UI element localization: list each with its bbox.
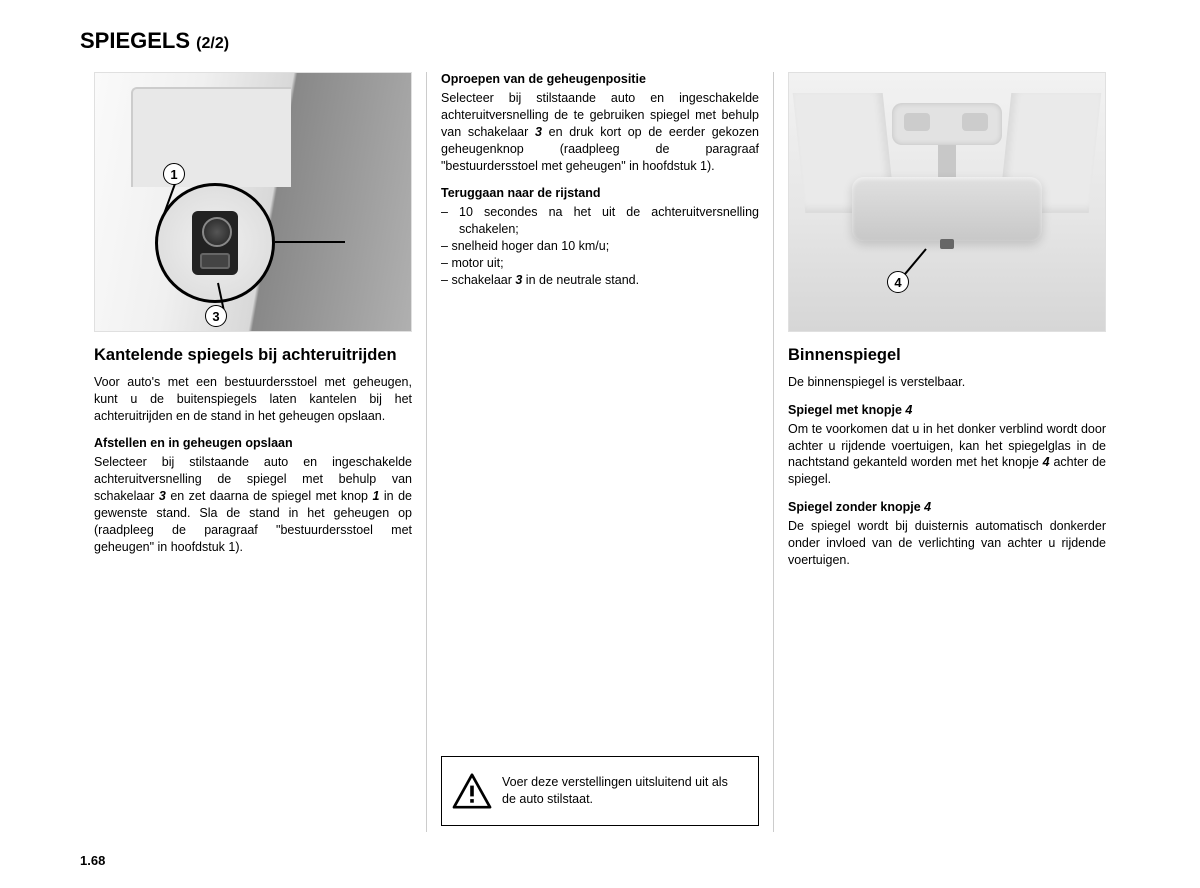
col2-li4: schakelaar 3 in de neutrale stand. xyxy=(441,272,759,289)
col3-sub1: Spiegel met knopje 4 xyxy=(788,403,1106,417)
col3-p1ref: 4 xyxy=(1043,455,1050,469)
col3-sub2ref: 4 xyxy=(924,500,931,514)
col2-li1: 10 secondes na het uit de achteruitversn… xyxy=(441,204,759,238)
col2-li4b: in de neutrale stand. xyxy=(522,273,639,287)
page-number: 1.68 xyxy=(80,853,105,868)
callout-4: 4 xyxy=(887,271,909,293)
figure-door-controls: 26823 1 3 xyxy=(94,72,412,332)
col1-heading: Kantelende spiegels bij achteruitrijden xyxy=(94,346,412,366)
col1-p1ref1: 3 xyxy=(159,489,166,503)
title-main: SPIEGELS xyxy=(80,28,190,53)
col1-p1: Selecteer bij stilstaande auto en ingesc… xyxy=(94,454,412,555)
leader-right xyxy=(275,241,345,243)
col1-sub1: Afstellen en in geheugen opslaan xyxy=(94,436,412,450)
col2-li3: motor uit; xyxy=(441,255,759,272)
col1-p1b: en zet daarna de spiegel met knop xyxy=(166,489,373,503)
col2-sub2: Teruggaan naar de rijstand xyxy=(441,186,759,200)
figure-interior-mirror: 26804 4 xyxy=(788,72,1106,332)
column-1: 26823 1 3 Kantelende spiegels bij achter… xyxy=(80,72,427,832)
col3-heading: Binnenspiegel xyxy=(788,346,1106,366)
warning-icon xyxy=(452,773,492,809)
col2-sub1: Oproepen van de geheugenpositie xyxy=(441,72,759,86)
col3-intro: De binnenspiegel is verstelbaar. xyxy=(788,374,1106,391)
col3-sub1ref: 4 xyxy=(905,403,912,417)
col2-li4a: schakelaar xyxy=(451,273,515,287)
col1-intro: Voor auto's met een bestuurdersstoel met… xyxy=(94,374,412,425)
col3-sub2a: Spiegel zonder knopje xyxy=(788,500,924,514)
col3-p2: De spiegel wordt bij duisternis automati… xyxy=(788,518,1106,569)
callout-1: 1 xyxy=(163,163,185,185)
page-title: SPIEGELS (2/2) xyxy=(80,28,1120,54)
col2-list: 10 secondes na het uit de achteruitversn… xyxy=(441,204,759,288)
title-suffix: (2/2) xyxy=(196,35,229,52)
column-2: Oproepen van de geheugenpositie Selectee… xyxy=(427,72,774,832)
col3-sub2: Spiegel zonder knopje 4 xyxy=(788,500,1106,514)
warning-text: Voer deze verstellingen uitsluitend uit … xyxy=(502,774,744,808)
col3-p1: Om te voorkomen dat u in het donker verb… xyxy=(788,421,1106,489)
col2-p1ref1: 3 xyxy=(535,125,542,139)
column-3: 26804 4 Binnenspiegel De binnenspiegel i… xyxy=(774,72,1120,832)
col3-sub1a: Spiegel met knopje xyxy=(788,403,905,417)
warning-box: Voer deze verstellingen uitsluitend uit … xyxy=(441,756,759,826)
col2-p1: Selecteer bij stilstaande auto en ingesc… xyxy=(441,90,759,174)
content-columns: 26823 1 3 Kantelende spiegels bij achter… xyxy=(80,72,1120,832)
col2-li2: snelheid hoger dan 10 km/u; xyxy=(441,238,759,255)
callout-3: 3 xyxy=(205,305,227,327)
